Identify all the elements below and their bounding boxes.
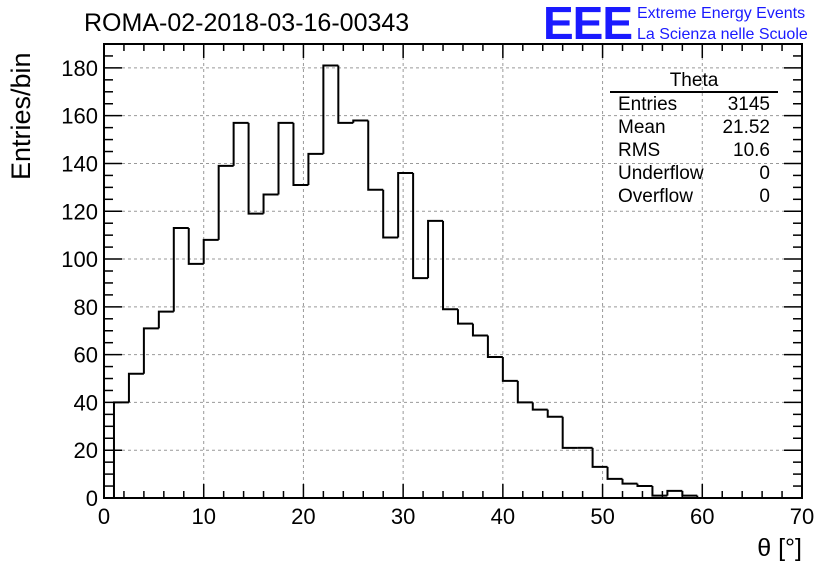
histogram-bin [322, 64, 339, 154]
histogram-bins [112, 64, 699, 498]
histogram-bin [142, 327, 159, 374]
histogram-bin [471, 323, 488, 337]
stats-row-overflow: Overflow 0 [610, 185, 778, 208]
x-tick-label: 40 [491, 504, 515, 529]
logo-line-2: La Scienza nelle Scuole [637, 26, 808, 43]
stats-row-underflow: Underflow 0 [610, 162, 778, 185]
histogram-bin [127, 372, 144, 403]
histogram-bin [651, 486, 668, 497]
histogram-bin [292, 122, 309, 186]
histogram-bin [486, 335, 503, 359]
histogram-bin [606, 466, 623, 480]
logo-text: Extreme Energy Events La Scienza nelle S… [637, 3, 808, 45]
histogram-bin [352, 119, 369, 123]
histogram-bin [337, 65, 354, 124]
logo-line-1: Extreme Energy Events [637, 5, 806, 22]
x-tick-label: 10 [191, 504, 215, 529]
y-tick-label: 180 [61, 56, 98, 81]
histogram-bin [621, 478, 638, 485]
stats-value: 10.6 [733, 140, 770, 161]
stats-label: Overflow [618, 186, 693, 207]
histogram-bin [681, 490, 698, 497]
y-tick-label: 80 [74, 295, 98, 320]
histogram-bin [427, 219, 444, 279]
y-tick-label: 60 [74, 343, 98, 368]
y-tick-label: 0 [86, 486, 98, 511]
x-tick-label: 70 [790, 504, 814, 529]
histogram-bin [561, 416, 578, 449]
x-tick-label: 30 [391, 504, 415, 529]
stats-value: 3145 [727, 94, 770, 115]
stats-value: 0 [759, 186, 770, 207]
stats-label: Entries [618, 94, 678, 115]
x-axis-label: θ [°] [757, 534, 802, 562]
stats-row-entries: Entries 3145 [610, 93, 778, 116]
stats-label: Mean [618, 117, 666, 138]
y-tick-label: 120 [61, 199, 98, 224]
histogram-bin [247, 122, 264, 215]
tick-labels: 0 10 20 30 40 50 60 70 0 20 40 60 80 100 120 140 160 180 [61, 56, 814, 529]
chart-title: ROMA-02-2018-03-16-00343 [84, 9, 410, 37]
histogram-bin [232, 121, 249, 166]
histogram-bin [262, 193, 279, 214]
histogram-bin [666, 489, 683, 496]
x-tick-label: 0 [98, 504, 110, 529]
histogram-bin [591, 447, 608, 468]
histogram-bin [397, 172, 414, 238]
y-tick-label: 20 [74, 438, 98, 463]
x-tick-label: 20 [291, 504, 315, 529]
stats-row-mean: Mean 21.52 [610, 116, 778, 139]
eee-logo: EEE [543, 0, 633, 49]
stats-label: Underflow [618, 163, 704, 184]
histogram-bin [636, 483, 653, 488]
histogram-bin [412, 173, 429, 280]
histogram-bin [187, 227, 204, 265]
stats-row-rms: RMS 10.6 [610, 139, 778, 162]
x-tick-label: 50 [590, 504, 614, 529]
histogram-bin [382, 189, 399, 239]
stats-box: Theta Entries 3145 Mean 21.52 RMS 10.6 Underfl… [610, 70, 778, 208]
histogram-bin [202, 238, 219, 264]
histogram-bin [456, 309, 473, 325]
histogram-bin [277, 121, 294, 195]
histogram-bin [367, 120, 384, 191]
y-tick-label: 140 [61, 151, 98, 176]
y-tick-label: 160 [61, 104, 98, 129]
axes [103, 43, 803, 499]
stats-value: 21.52 [722, 117, 770, 138]
y-axis-label: Entries/bin [6, 52, 36, 180]
histogram-bin [157, 310, 174, 329]
histogram-bin [546, 409, 563, 418]
histogram-bin [307, 152, 324, 185]
histogram-bin [217, 164, 234, 240]
stats-label: RMS [618, 140, 661, 161]
y-tick-label: 40 [74, 390, 98, 415]
histogram-bin [516, 380, 533, 404]
stats-title: Theta [610, 70, 778, 93]
histogram-bin [531, 402, 548, 411]
stats-value: 0 [759, 163, 770, 184]
histogram-bin [501, 357, 518, 382]
histogram-bin [442, 220, 458, 311]
x-tick-label: 60 [690, 504, 714, 529]
grid-lines [104, 44, 802, 498]
histogram-bin [172, 226, 189, 312]
y-tick-label: 100 [61, 247, 98, 272]
